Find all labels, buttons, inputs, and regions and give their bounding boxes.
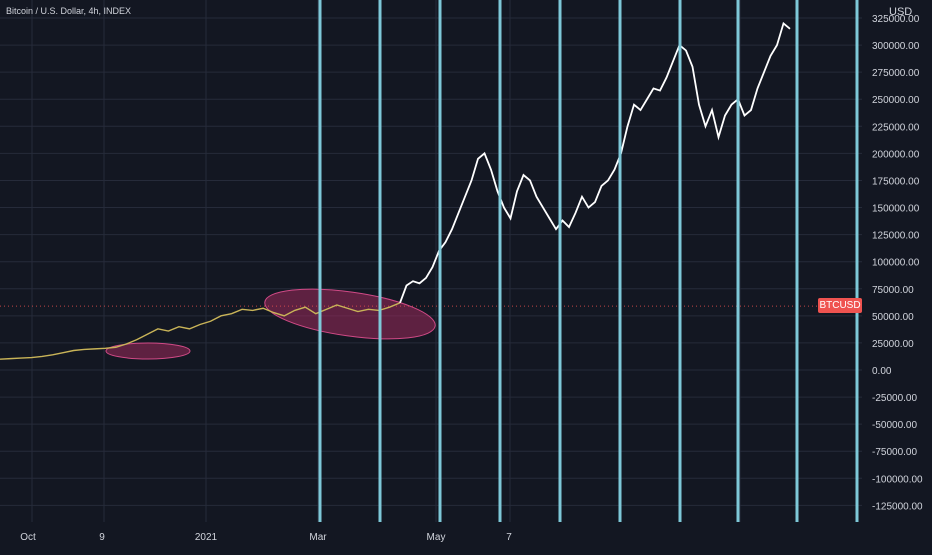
projection-series-line	[399, 21, 791, 304]
y-tick-label: 175000.00	[872, 176, 920, 187]
y-tick-label: 50000.00	[872, 312, 914, 323]
y-tick-label: 75000.00	[872, 285, 914, 296]
highlight-ellipse	[105, 342, 191, 360]
x-tick-label: Mar	[309, 532, 327, 543]
y-tick-label: -50000.00	[872, 420, 917, 431]
x-tick-label: 2021	[195, 532, 218, 543]
y-tick-label: 25000.00	[872, 339, 914, 350]
y-tick-label: 225000.00	[872, 122, 920, 133]
y-tick-label: 250000.00	[872, 95, 920, 106]
x-tick-label: 7	[506, 532, 512, 543]
y-tick-label: 0.00	[872, 366, 892, 377]
y-tick-label: -75000.00	[872, 447, 917, 458]
y-tick-label: 125000.00	[872, 231, 920, 242]
y-tick-label: 300000.00	[872, 41, 920, 52]
highlight-ellipse	[264, 288, 436, 340]
price-tag: BTCUSD	[818, 298, 862, 313]
chart-title: Bitcoin / U.S. Dollar, 4h, INDEX	[6, 6, 132, 16]
y-tick-label: 325000.00	[872, 14, 920, 25]
y-tick-label: -100000.00	[872, 474, 923, 485]
history-series-line	[0, 302, 401, 360]
y-tick-label: 100000.00	[872, 258, 920, 269]
y-tick-label: 150000.00	[872, 204, 920, 215]
x-tick-label: Oct	[20, 532, 36, 543]
y-tick-label: 200000.00	[872, 149, 920, 160]
x-tick-label: 9	[99, 532, 105, 543]
y-tick-label: 275000.00	[872, 68, 920, 79]
y-tick-label: -25000.00	[872, 393, 917, 404]
y-axis-unit: USD	[889, 6, 913, 18]
x-tick-label: May	[427, 532, 446, 543]
y-tick-label: -125000.00	[872, 501, 923, 512]
